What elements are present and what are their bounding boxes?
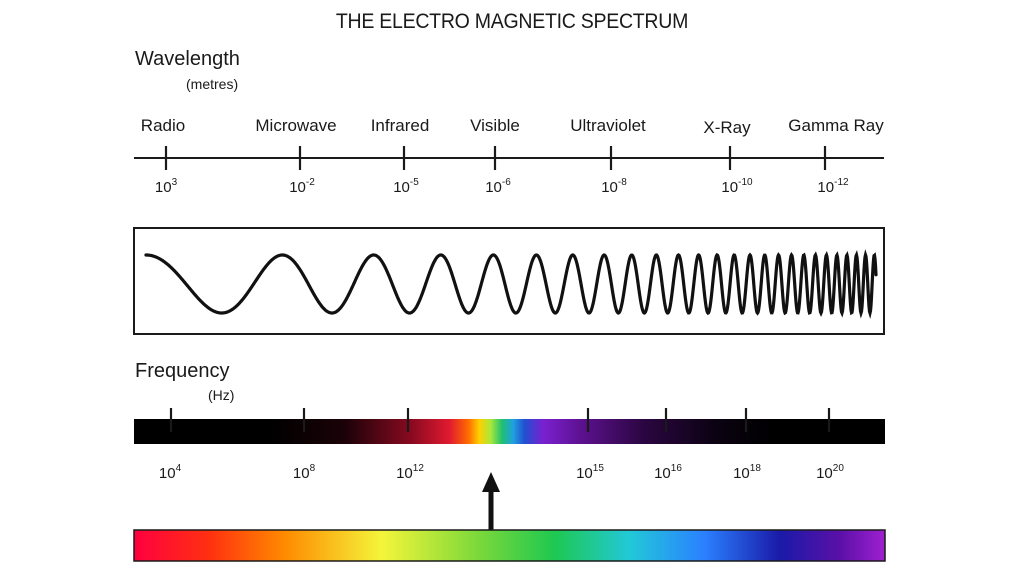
frequency-bar [134, 419, 885, 444]
wavelength-tick-label: 10-2 [289, 177, 315, 196]
diagram-title: THE ELECTRO MAGNETIC SPECTRUM [335, 10, 689, 33]
wavelength-tick-label: 10-8 [601, 177, 627, 196]
frequency-tick-label: 1015 [576, 463, 604, 482]
frequency-tick-label: 1016 [654, 463, 682, 482]
wavelength-tick-label: 10-5 [393, 177, 419, 196]
band-label-gamma-ray: Gamma Ray [788, 116, 884, 135]
frequency-unit: (Hz) [208, 387, 235, 403]
wavelength-unit: (metres) [186, 76, 239, 92]
band-label-infrared: Infrared [370, 116, 430, 135]
band-label-microwave: Microwave [255, 116, 337, 135]
frequency-tick-label: 1012 [396, 463, 424, 482]
wavelength-tick-label: 10-12 [817, 177, 849, 196]
frequency-tick-label: 108 [292, 463, 316, 482]
visible-spectrum-bar [133, 529, 886, 562]
band-label-x-ray: X-Ray [703, 118, 751, 137]
wavelength-tick-label: 103 [154, 177, 178, 196]
frequency-tick-label: 104 [158, 463, 182, 482]
wavelength-heading: Wavelength [135, 48, 240, 70]
band-label-radio: Radio [140, 116, 186, 135]
frequency-heading: Frequency [135, 360, 230, 382]
wavelength-tick-label: 10-10 [721, 177, 753, 196]
band-label-visible: Visible [470, 116, 520, 135]
frequency-tick-label: 1018 [733, 463, 761, 482]
frequency-tick-label: 1020 [816, 463, 844, 482]
sine-wave-icon [144, 249, 878, 320]
up-arrow-icon [482, 472, 500, 530]
wavelength-tick-label: 10-6 [485, 177, 511, 196]
band-label-ultraviolet: Ultraviolet [570, 116, 646, 135]
wave-box [133, 227, 885, 335]
